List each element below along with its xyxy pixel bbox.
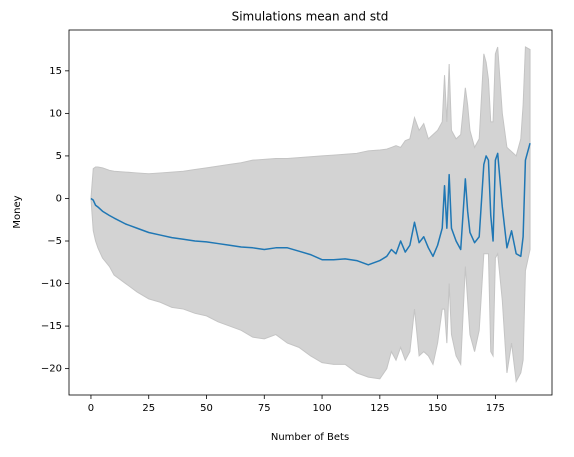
x-tick-label: 25 — [142, 403, 155, 414]
y-tick-label: 5 — [56, 151, 62, 162]
y-tick-label: −20 — [41, 364, 62, 375]
y-tick-label: 10 — [49, 108, 62, 119]
x-tick-label: 50 — [200, 403, 213, 414]
y-tick-label: 0 — [56, 193, 62, 204]
x-tick-label: 175 — [486, 403, 505, 414]
y-tick-label: −15 — [41, 321, 62, 332]
y-tick-label: 15 — [49, 66, 62, 77]
x-tick-label: 150 — [428, 403, 447, 414]
mean-line — [90, 142, 531, 266]
axes-frame — [68, 29, 553, 396]
std-band — [90, 46, 531, 384]
y-tick-label: −5 — [47, 236, 62, 247]
y-axis-label: Money — [12, 195, 23, 228]
x-tick-label: 75 — [258, 403, 271, 414]
x-tick-label: 0 — [88, 403, 94, 414]
y-tick-label: −10 — [41, 279, 62, 290]
chart-title: Simulations mean and std — [232, 10, 389, 24]
x-axis-label: Number of Bets — [271, 432, 349, 443]
x-tick-label: 100 — [313, 403, 332, 414]
x-tick-label: 125 — [370, 403, 389, 414]
